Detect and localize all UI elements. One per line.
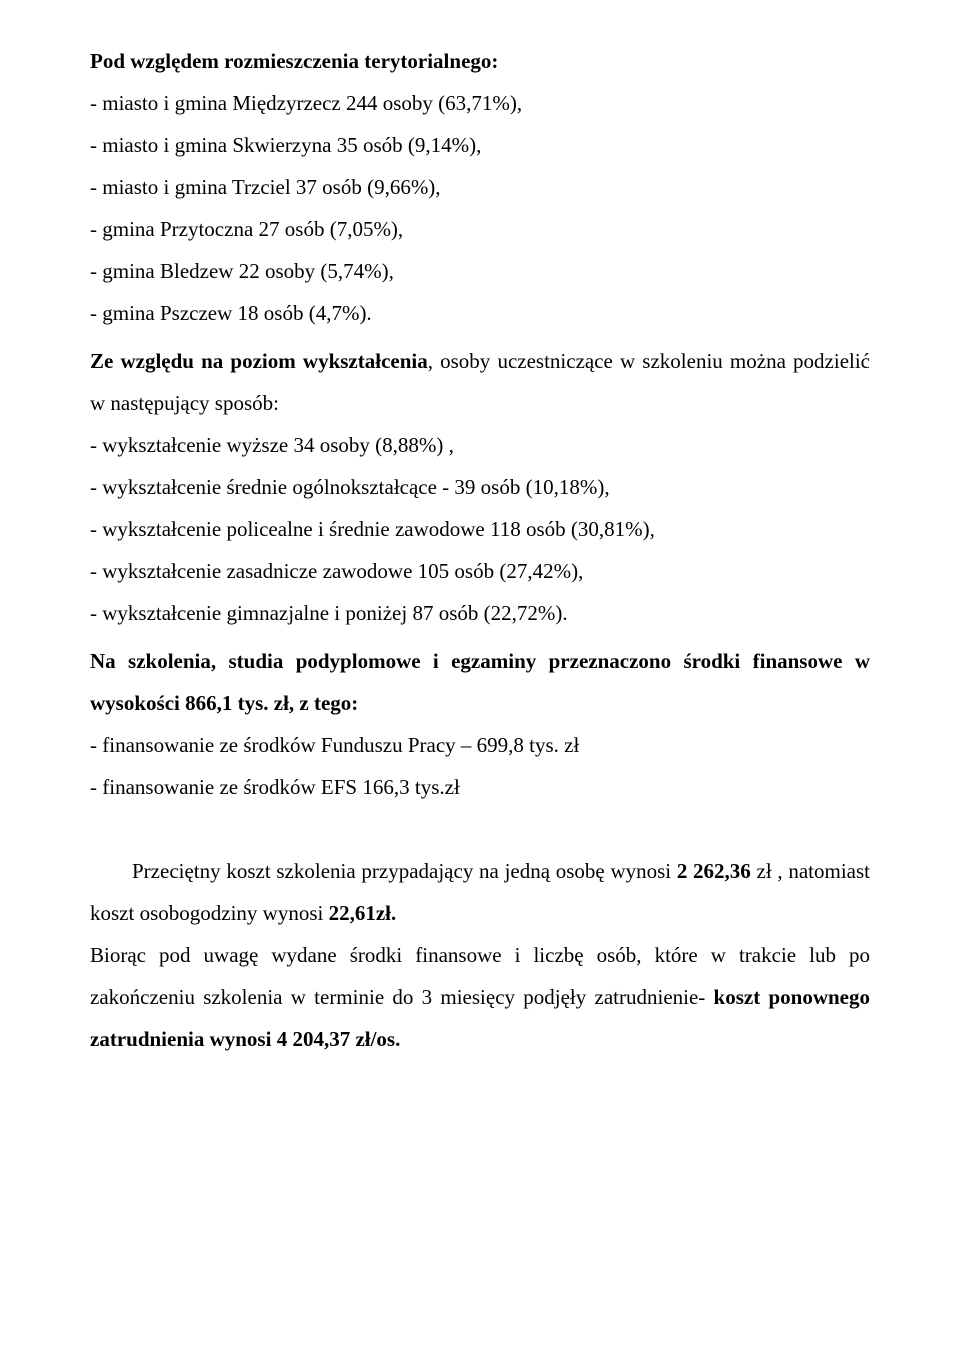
territorial-item: - miasto i gmina Międzyrzecz 244 osoby (… — [90, 82, 870, 124]
territorial-item: - miasto i gmina Trzciel 37 osób (9,66%)… — [90, 166, 870, 208]
territorial-item: - miasto i gmina Skwierzyna 35 osób (9,1… — [90, 124, 870, 166]
education-item: - wykształcenie wyższe 34 osoby (8,88%) … — [90, 424, 870, 466]
education-lead-bold: Ze względu na poziom wykształcenia — [90, 349, 428, 373]
territorial-item: - gmina Pszczew 18 osób (4,7%). — [90, 292, 870, 334]
education-item: - wykształcenie zasadnicze zawodowe 105 … — [90, 550, 870, 592]
funds-line: Na szkolenia, studia podyplomowe i egzam… — [90, 640, 870, 724]
education-item: - wykształcenie policealne i średnie zaw… — [90, 508, 870, 550]
education-lead: Ze względu na poziom wykształcenia, osob… — [90, 340, 870, 424]
cost-p1-value2: 22,61zł. — [329, 901, 397, 925]
territorial-item: - gmina Przytoczna 27 osób (7,05%), — [90, 208, 870, 250]
funds-item: - finansowanie ze środków EFS 166,3 tys.… — [90, 766, 870, 808]
cost-p1-pre: Przeciętny koszt szkolenia przypadający … — [132, 859, 677, 883]
education-item: - wykształcenie średnie ogólnokształcące… — [90, 466, 870, 508]
territorial-item: - gmina Bledzew 22 osoby (5,74%), — [90, 250, 870, 292]
spacer — [90, 808, 870, 850]
education-item: - wykształcenie gimnazjalne i poniżej 87… — [90, 592, 870, 634]
territorial-heading: Pod względem rozmieszczenia terytorialne… — [90, 40, 870, 82]
cost-p1-value1: 2 262,36 — [677, 859, 751, 883]
funds-item: - finansowanie ze środków Funduszu Pracy… — [90, 724, 870, 766]
cost-paragraph-2: Biorąc pod uwagę wydane środki finansowe… — [90, 934, 870, 1060]
cost-paragraph-1: Przeciętny koszt szkolenia przypadający … — [90, 850, 870, 934]
